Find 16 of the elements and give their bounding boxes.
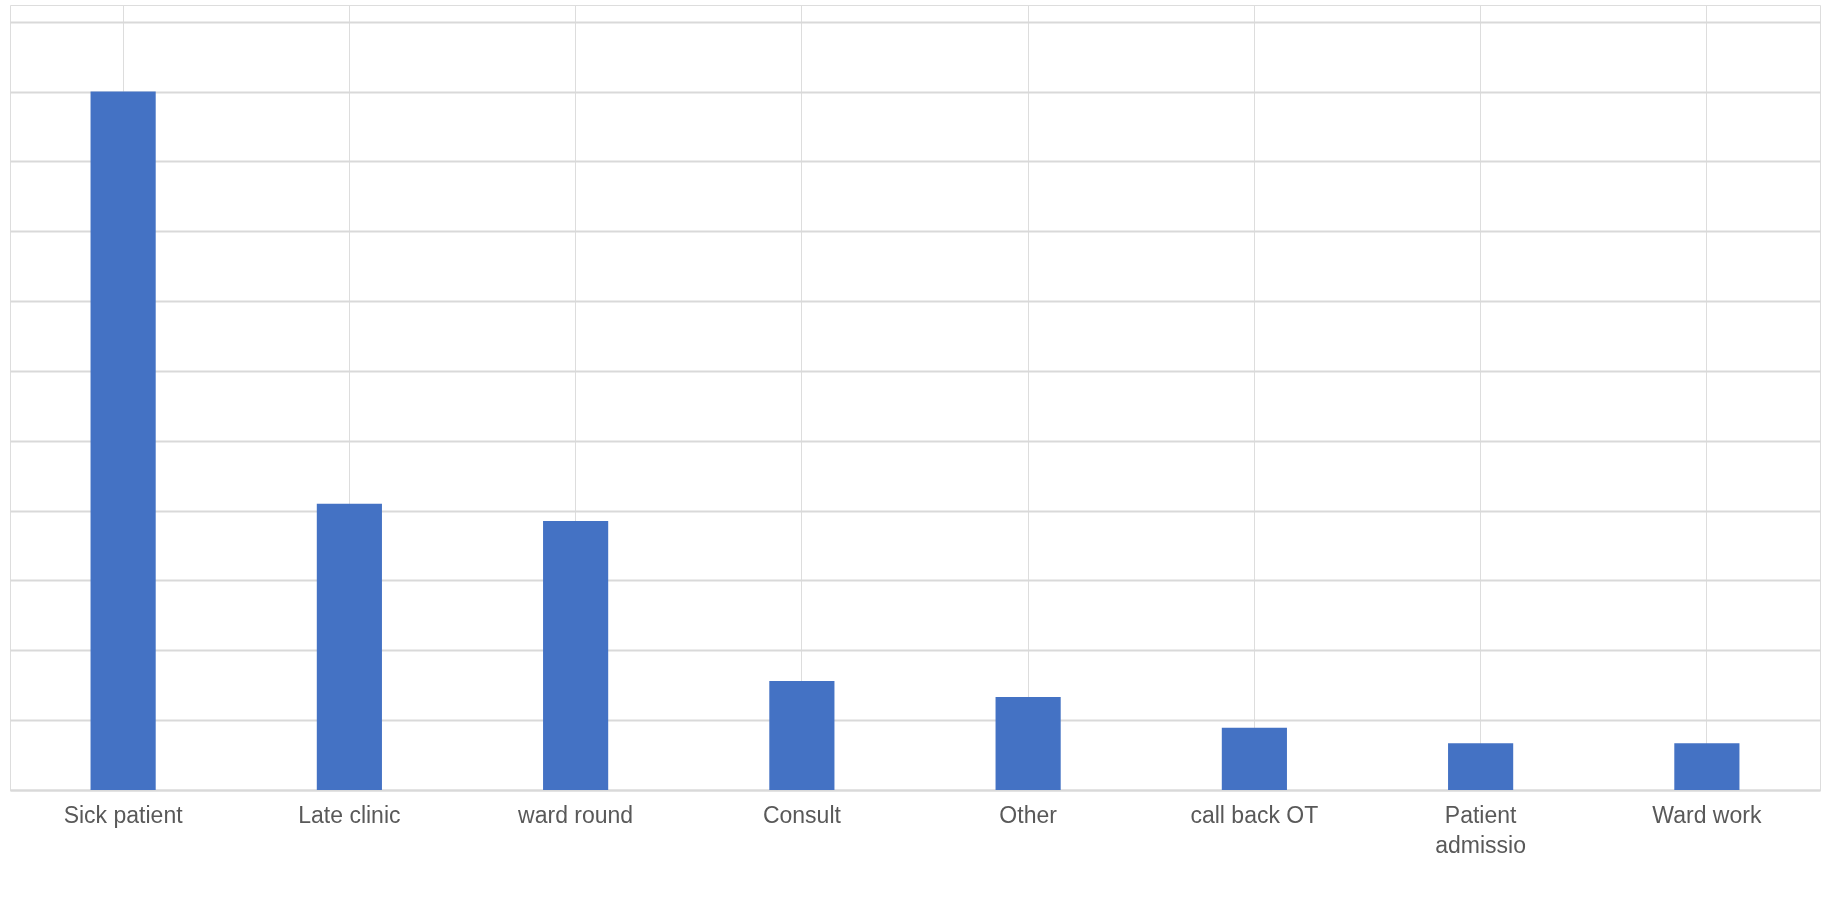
x-tick-label: Sick patient	[63, 801, 184, 828]
bar	[995, 697, 1061, 790]
x-tick-label: Ward work	[1652, 801, 1762, 828]
x-tick-label: Other	[999, 801, 1058, 828]
bar	[316, 503, 382, 790]
x-tick-label: Consult	[762, 801, 842, 828]
x-tick-label: call back OT	[1190, 801, 1319, 828]
bar	[1674, 743, 1740, 790]
bar	[90, 91, 156, 790]
x-tick-label: ward round	[517, 801, 634, 828]
bar	[543, 521, 609, 790]
bar	[1221, 727, 1287, 790]
x-tick-label: Patient admissio	[1435, 801, 1527, 858]
bar	[769, 681, 835, 790]
x-tick-label: Late clinic	[298, 801, 401, 828]
bar	[1448, 743, 1514, 790]
